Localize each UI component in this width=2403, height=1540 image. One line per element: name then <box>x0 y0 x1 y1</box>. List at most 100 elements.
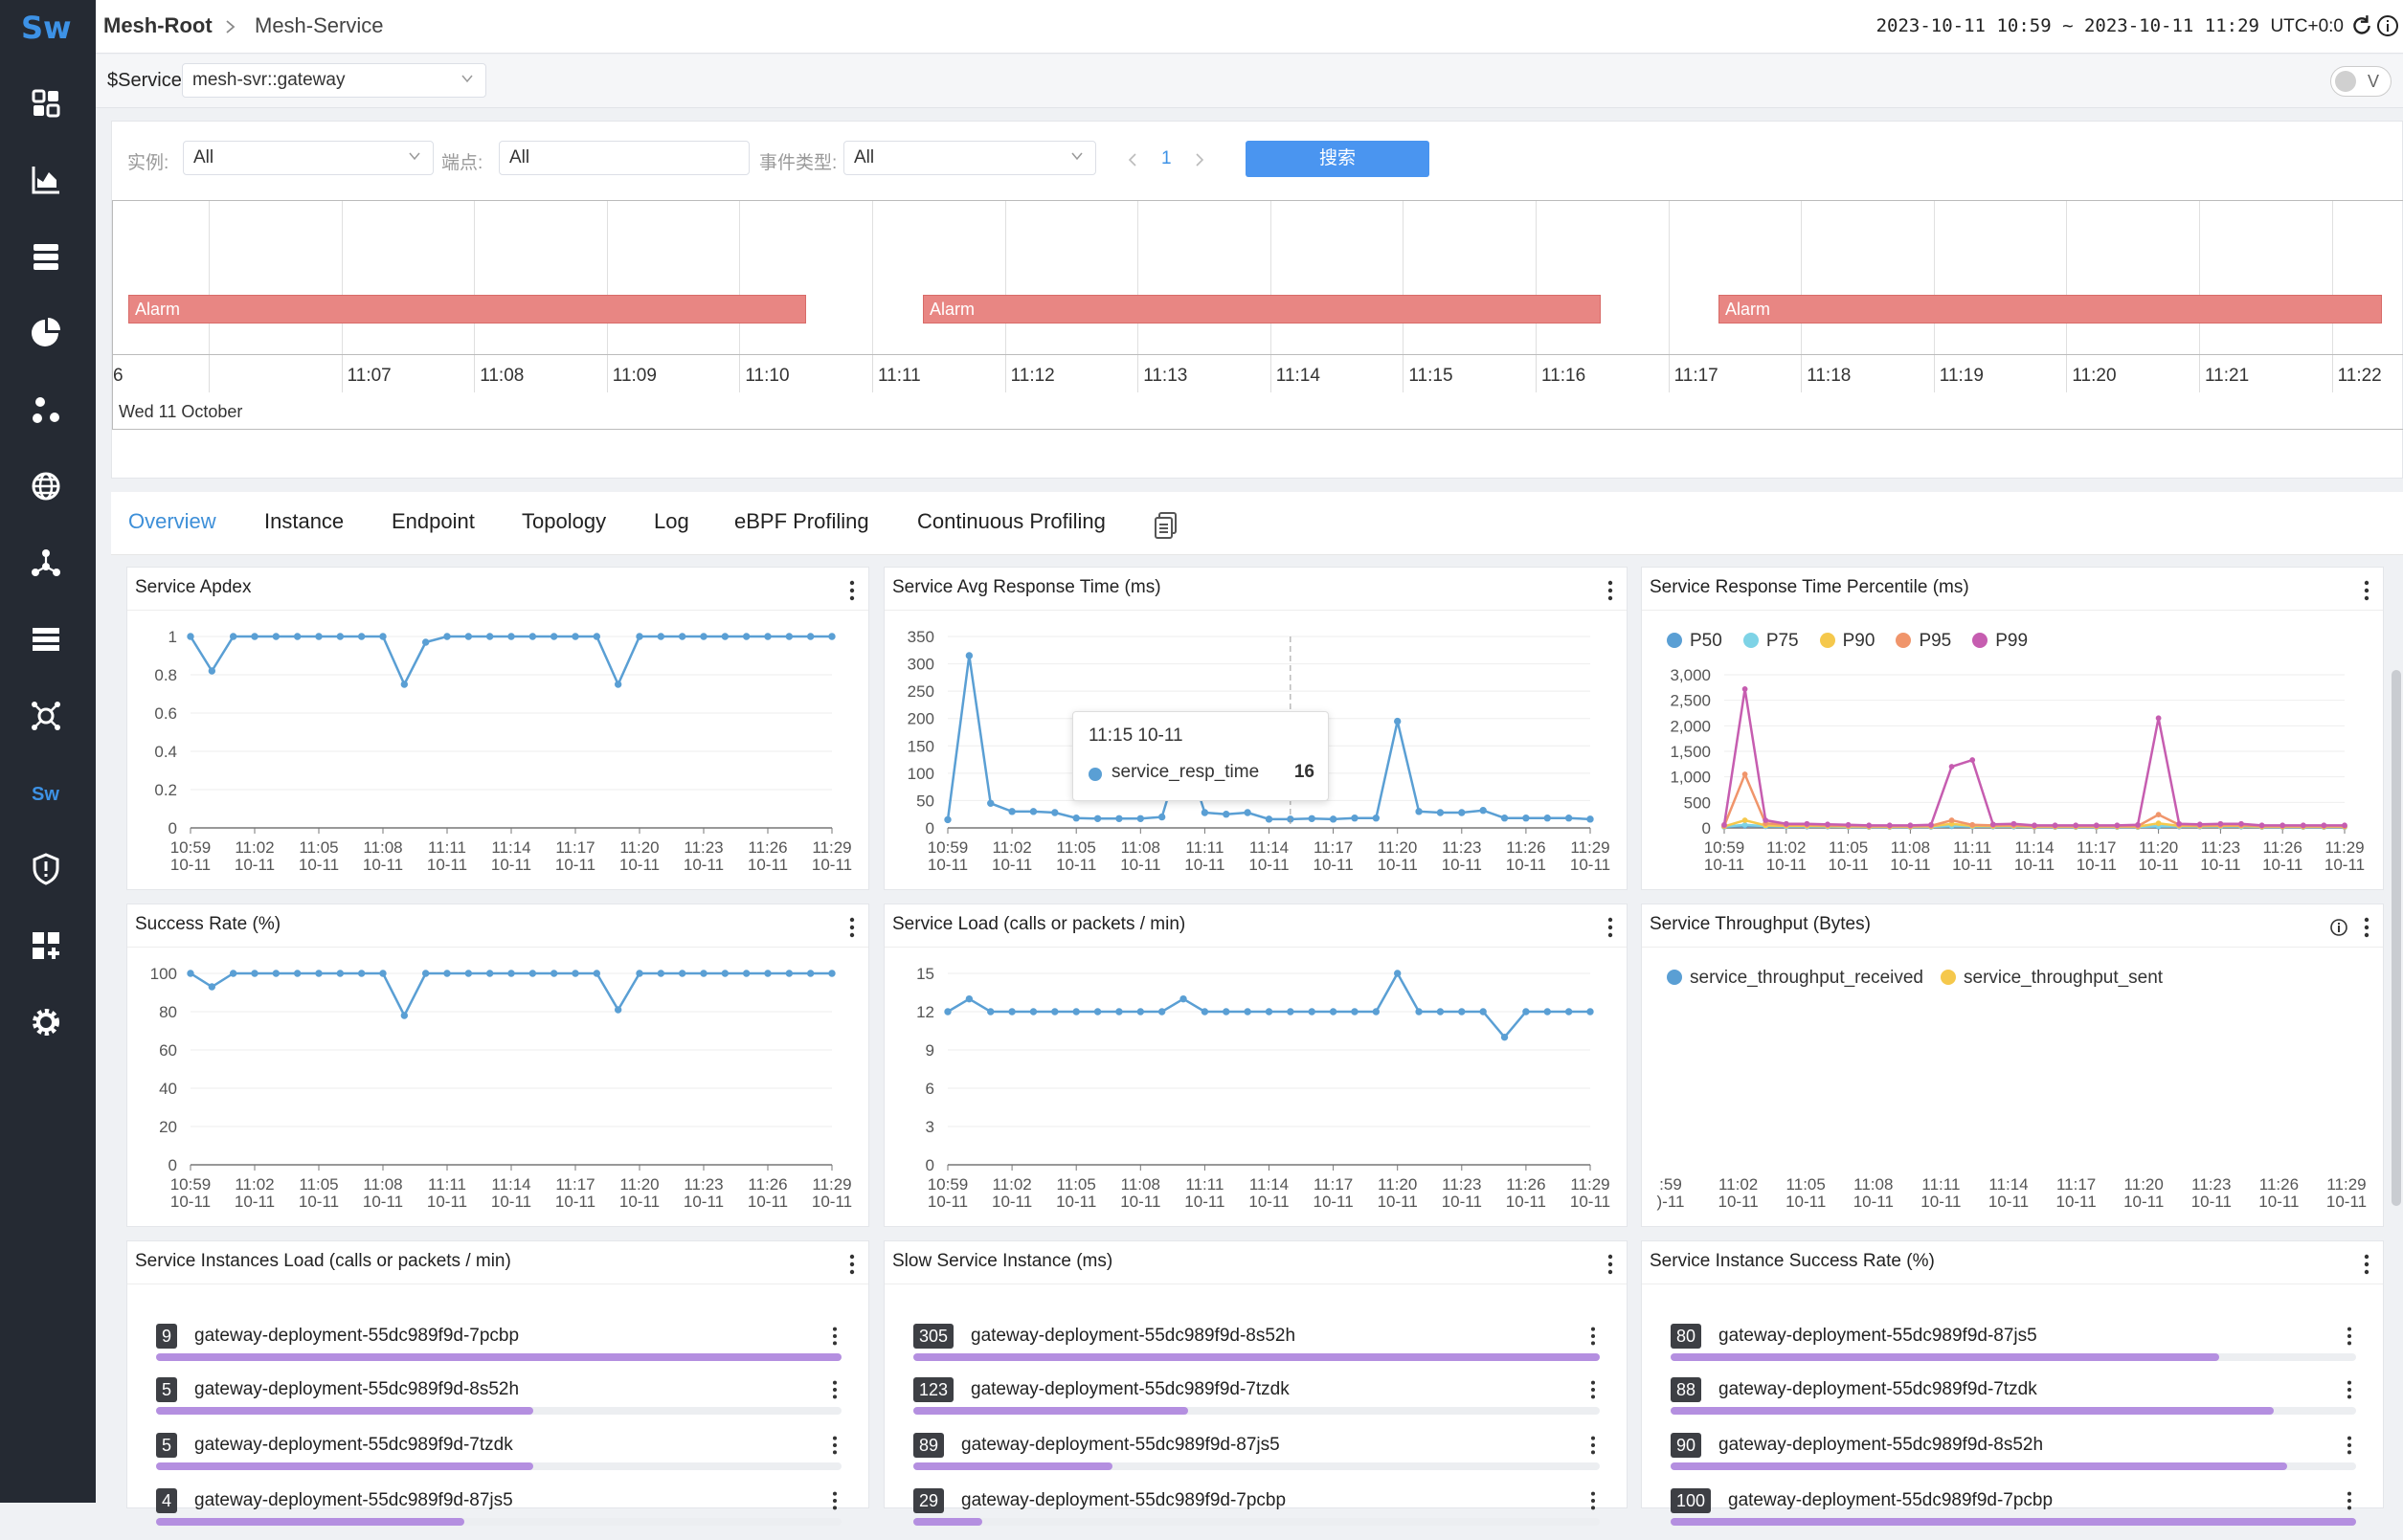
data-point[interactable] <box>1479 1008 1487 1016</box>
data-point[interactable] <box>336 633 345 640</box>
data-point[interactable] <box>1029 1008 1038 1016</box>
row-menu-icon[interactable] <box>832 1435 838 1456</box>
data-point[interactable] <box>1051 1008 1059 1016</box>
widget-menu-icon[interactable] <box>849 1253 855 1276</box>
data-point[interactable] <box>1136 1008 1144 1016</box>
instance-name[interactable]: gateway-deployment-55dc989f9d-87js5 <box>961 1435 1280 1455</box>
instance-name[interactable]: gateway-deployment-55dc989f9d-7tzdk <box>1718 1378 2037 1399</box>
data-point[interactable] <box>528 970 537 977</box>
page-scrollbar[interactable] <box>2392 670 2401 1206</box>
data-point[interactable] <box>1928 821 1934 828</box>
widget-menu-icon[interactable] <box>2364 579 2369 602</box>
data-point[interactable] <box>764 970 772 977</box>
legend-item[interactable]: service_throughput_sent <box>1941 968 2163 988</box>
data-point[interactable] <box>1436 1008 1445 1016</box>
list-item[interactable]: 80 gateway-deployment-55dc989f9d-87js5 <box>1671 1324 2356 1375</box>
data-point[interactable] <box>1351 815 1359 822</box>
data-point[interactable] <box>1372 1008 1381 1016</box>
data-point[interactable] <box>1265 1008 1273 1016</box>
data-point[interactable] <box>1969 821 1976 828</box>
data-point[interactable] <box>315 970 323 977</box>
data-point[interactable] <box>1763 817 1769 823</box>
time-range[interactable]: 2023-10-11 10:59 ~ 2023-10-11 11:29 UTC+… <box>1875 15 2344 36</box>
data-point[interactable] <box>251 633 258 640</box>
data-point[interactable] <box>1522 1008 1530 1016</box>
data-point[interactable] <box>636 970 643 977</box>
row-menu-icon[interactable] <box>1590 1435 1596 1456</box>
data-point[interactable] <box>1329 815 1337 823</box>
current-page[interactable]: 1 <box>1161 148 1172 168</box>
data-point[interactable] <box>1586 1008 1594 1016</box>
data-point[interactable] <box>828 970 836 977</box>
data-point[interactable] <box>550 970 558 977</box>
skywalking-logo[interactable]: Sw <box>21 10 72 46</box>
data-point[interactable] <box>785 633 794 640</box>
data-point[interactable] <box>1479 807 1487 815</box>
tab-ebpf-profiling[interactable]: eBPF Profiling <box>734 509 869 533</box>
data-point[interactable] <box>379 633 387 640</box>
data-point[interactable] <box>678 633 686 640</box>
instance-name[interactable]: gateway-deployment-55dc989f9d-7tzdk <box>971 1378 1290 1399</box>
data-point[interactable] <box>2155 715 2162 722</box>
data-point[interactable] <box>507 633 515 640</box>
data-point[interactable] <box>1008 808 1016 815</box>
widget-menu-icon[interactable] <box>1607 1253 1613 1276</box>
data-point[interactable] <box>785 970 794 977</box>
data-point[interactable] <box>2114 822 2121 829</box>
data-point[interactable] <box>2155 812 2162 818</box>
data-point[interactable] <box>1741 686 1748 692</box>
data-point[interactable] <box>2176 820 2183 827</box>
data-point[interactable] <box>1907 822 1914 829</box>
data-point[interactable] <box>806 970 815 977</box>
data-point[interactable] <box>1351 1008 1359 1016</box>
breadcrumb-root[interactable]: Mesh-Root <box>103 13 213 37</box>
data-point[interactable] <box>965 652 974 659</box>
data-point[interactable] <box>208 983 216 991</box>
data-point[interactable] <box>1093 815 1102 822</box>
data-point[interactable] <box>1783 820 1789 827</box>
data-point[interactable] <box>1458 809 1466 816</box>
data-point[interactable] <box>1458 1008 1466 1016</box>
refresh-icon[interactable] <box>2349 13 2374 38</box>
data-point[interactable] <box>2238 820 2244 827</box>
alarm-event-bar[interactable]: Alarm <box>923 295 1601 324</box>
data-point[interactable] <box>1394 717 1402 725</box>
data-point[interactable] <box>1179 994 1187 1003</box>
data-point[interactable] <box>485 970 494 977</box>
widget-menu-icon[interactable] <box>2364 1253 2369 1276</box>
info-icon[interactable] <box>2376 13 2399 38</box>
data-point[interactable] <box>700 970 707 977</box>
instance-filter-select[interactable]: All <box>183 141 434 175</box>
data-point[interactable] <box>1500 815 1509 822</box>
data-point[interactable] <box>1072 1008 1080 1016</box>
event-type-select[interactable]: All <box>843 141 1096 175</box>
data-point[interactable] <box>700 633 707 640</box>
data-point[interactable] <box>1866 822 1873 829</box>
data-point[interactable] <box>336 970 345 977</box>
list-item[interactable]: 100 gateway-deployment-55dc989f9d-7pcbp <box>1671 1488 2356 1540</box>
alarm-icon[interactable] <box>29 852 63 886</box>
instance-name[interactable]: gateway-deployment-55dc989f9d-8s52h <box>1718 1435 2044 1455</box>
data-point[interactable] <box>2321 822 2327 829</box>
list-item[interactable]: 29 gateway-deployment-55dc989f9d-7pcbp <box>913 1488 1600 1540</box>
data-point[interactable] <box>2217 820 2224 827</box>
data-point[interactable] <box>1845 821 1852 828</box>
data-point[interactable] <box>2155 820 2162 827</box>
data-point[interactable] <box>1564 815 1573 822</box>
list-icon[interactable] <box>29 622 63 657</box>
list-item[interactable]: 123 gateway-deployment-55dc989f9d-7tzdk <box>913 1376 1600 1429</box>
data-point[interactable] <box>1948 764 1955 770</box>
data-point[interactable] <box>1308 815 1315 822</box>
data-point[interactable] <box>657 970 665 977</box>
data-point[interactable] <box>1072 815 1080 822</box>
data-point[interactable] <box>1287 1008 1294 1016</box>
data-point[interactable] <box>443 633 451 640</box>
data-point[interactable] <box>764 633 772 640</box>
data-point[interactable] <box>2073 822 2079 829</box>
service-select[interactable]: mesh-svr::gateway <box>182 63 486 98</box>
tab-overview[interactable]: Overview <box>128 509 216 533</box>
data-point[interactable] <box>1804 820 1810 827</box>
data-point[interactable] <box>721 970 730 977</box>
data-point[interactable] <box>251 970 258 977</box>
instance-name[interactable]: gateway-deployment-55dc989f9d-7pcbp <box>194 1326 520 1346</box>
